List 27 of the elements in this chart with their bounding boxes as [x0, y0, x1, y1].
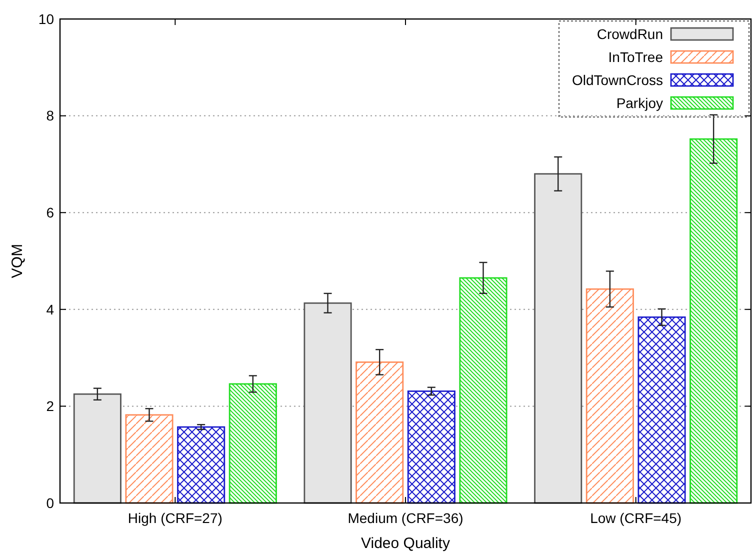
x-axis-title: Video Quality	[361, 535, 450, 552]
bar	[638, 316, 686, 504]
y-tick-label: 8	[46, 108, 54, 124]
y-tick-label: 4	[46, 301, 54, 318]
y-tick-label: 0	[46, 494, 54, 511]
y-tick-label: 2	[46, 398, 54, 414]
bar	[125, 414, 174, 504]
x-tick-label: Medium (CRF=36)	[348, 510, 464, 526]
legend-label: CrowdRun	[596, 26, 663, 42]
legend-label: OldTownCross	[572, 72, 663, 88]
bar	[228, 383, 277, 504]
legend-label: InToTree	[608, 48, 664, 65]
bar	[177, 426, 226, 504]
legend-label: Parkjoy	[616, 94, 663, 111]
y-axis-title: VQM	[9, 244, 26, 278]
bar	[356, 361, 404, 504]
y-tick-label: 10	[38, 10, 54, 27]
bar	[586, 288, 634, 504]
bar	[73, 393, 122, 504]
x-tick-label: High (CRF=27)	[128, 510, 222, 526]
bar	[690, 138, 738, 504]
x-tick-label: Low (CRF=45)	[590, 510, 682, 526]
bar	[534, 173, 582, 504]
y-tick-label: 6	[46, 204, 54, 220]
bar	[459, 277, 508, 504]
bar	[407, 390, 456, 504]
bar	[304, 302, 352, 504]
